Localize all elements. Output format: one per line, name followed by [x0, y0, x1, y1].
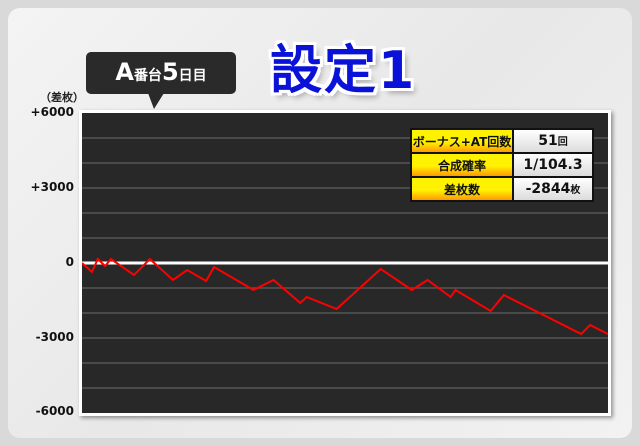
machine-day-badge: A 番台 5 日目	[86, 52, 236, 94]
stat-label: 合成確率	[412, 154, 512, 176]
machine-suffix: 番台	[133, 68, 162, 84]
line-chart	[82, 137, 608, 389]
badge-pointer	[148, 93, 164, 109]
y-tick-label: -6000	[35, 404, 74, 418]
stat-value: 1/104.3	[514, 154, 592, 176]
series-line	[82, 257, 608, 336]
day-number: 5	[161, 58, 179, 86]
stats-row-combined-probability: 合成確率 1/104.3	[412, 154, 592, 176]
stats-table: ボーナス+AT回数 51回 合成確率 1/104.3 差枚数 -2844枚	[410, 128, 594, 202]
y-tick-label: -3000	[35, 330, 74, 344]
y-tick-label: +6000	[30, 105, 74, 119]
stat-label: ボーナス+AT回数	[412, 130, 512, 152]
y-axis-label: （差枚）	[40, 91, 84, 104]
machine-label: A	[115, 58, 134, 86]
stats-row-bonus-count: ボーナス+AT回数 51回	[412, 130, 592, 152]
y-tick-label: 0	[65, 255, 74, 269]
stat-value: -2844枚	[514, 178, 592, 200]
y-tick-label: +3000	[30, 180, 74, 194]
stat-label: 差枚数	[412, 178, 512, 200]
stats-row-difference: 差枚数 -2844枚	[412, 178, 592, 200]
setting-title: 設定1	[270, 41, 417, 101]
day-suffix: 日目	[178, 68, 207, 84]
stat-value: 51回	[514, 130, 592, 152]
